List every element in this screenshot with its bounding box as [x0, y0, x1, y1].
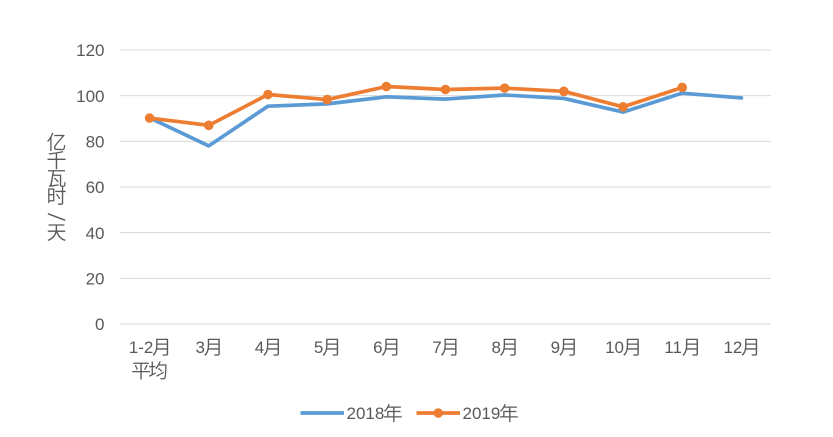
- svg-text:9: 9: [551, 338, 560, 357]
- svg-text:11: 11: [664, 338, 682, 357]
- svg-text:80: 80: [86, 132, 105, 151]
- svg-text:2018: 2018: [347, 404, 385, 423]
- svg-text:7: 7: [432, 338, 441, 357]
- svg-text:2019: 2019: [463, 404, 501, 423]
- svg-text:40: 40: [86, 224, 105, 243]
- svg-text:12: 12: [723, 338, 742, 357]
- svg-text:8: 8: [491, 338, 500, 357]
- svg-text:100: 100: [76, 87, 104, 106]
- svg-text:3: 3: [196, 338, 205, 357]
- svg-text:5: 5: [314, 338, 323, 357]
- svg-text:120: 120: [76, 41, 104, 60]
- svg-text:60: 60: [86, 178, 105, 197]
- svg-text:10: 10: [605, 338, 624, 357]
- svg-text:0: 0: [95, 315, 104, 334]
- svg-text:4: 4: [255, 338, 264, 357]
- svg-text:6: 6: [373, 338, 382, 357]
- svg-text:20: 20: [86, 269, 105, 288]
- svg-text:1-2: 1-2: [129, 338, 154, 357]
